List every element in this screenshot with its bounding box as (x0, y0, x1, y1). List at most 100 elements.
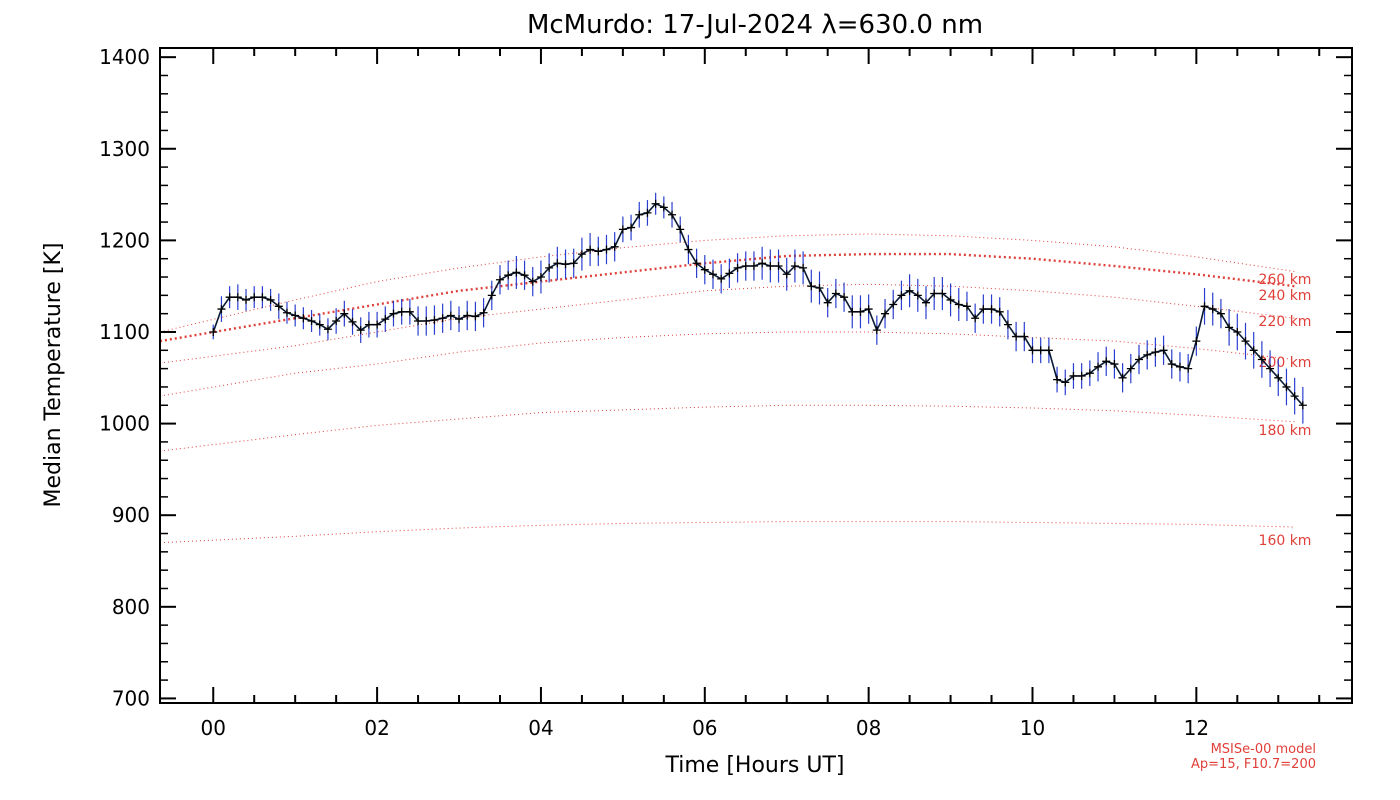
model-note-line1: MSISe-00 model (1211, 742, 1316, 757)
data-point (1175, 362, 1184, 371)
data-point (340, 309, 349, 318)
data-point (807, 282, 816, 291)
data-point (381, 315, 390, 324)
chart-title: McMurdo: 17-Jul-2024 λ=630.0 nm (527, 10, 983, 40)
y-tick-label: 1200 (99, 228, 150, 252)
data-point (684, 245, 693, 254)
data-point (799, 263, 808, 272)
model-curve-label: 220 km (1259, 314, 1312, 330)
data-point (315, 320, 324, 329)
data-point (594, 247, 603, 256)
data-point (741, 262, 750, 271)
data-point (938, 289, 947, 298)
data-point (561, 260, 570, 269)
data-point (962, 302, 971, 311)
x-tick-label: 02 (364, 716, 389, 740)
data-point (995, 307, 1004, 316)
data-point (455, 315, 464, 324)
data-point (651, 199, 660, 208)
data-point (258, 293, 267, 302)
data-point (971, 314, 980, 323)
data-point (553, 259, 562, 268)
data-point (1102, 357, 1111, 366)
model-curve (159, 404, 1295, 452)
data-point (291, 311, 300, 320)
data-point (1110, 360, 1119, 369)
data-point (823, 298, 832, 307)
model-curve-label: 240 km (1259, 288, 1312, 304)
y-tick-label: 800 (112, 595, 150, 619)
data-point (725, 269, 734, 278)
data-point (872, 326, 881, 335)
data-point (1085, 369, 1094, 378)
data-point (463, 311, 472, 320)
data-point (659, 203, 668, 212)
data-point (1167, 360, 1176, 369)
data-point (250, 293, 259, 302)
data-point (1012, 332, 1021, 341)
x-tick-label: 00 (201, 716, 226, 740)
data-point (1282, 382, 1291, 391)
data-point (438, 314, 447, 323)
data-point (233, 293, 242, 302)
data-point (536, 273, 545, 282)
data-point (414, 316, 423, 325)
data-point (225, 293, 234, 302)
y-axis-label: Median Temperature [K] (41, 243, 66, 508)
data-point (766, 262, 775, 271)
data-point (733, 263, 742, 272)
data-point (471, 312, 480, 321)
data-point (586, 245, 595, 254)
data-point (348, 317, 357, 326)
data-point (1274, 373, 1283, 382)
model-note-line2: Ap=15, F10.7=200 (1191, 757, 1316, 772)
data-point (1020, 332, 1029, 341)
data-point (1266, 364, 1275, 373)
x-tick-label: 08 (856, 716, 881, 740)
data-point (282, 308, 291, 317)
x-tick-label: 12 (1184, 716, 1209, 740)
data-point (946, 295, 955, 304)
x-tick-label: 04 (528, 716, 553, 740)
data-point (1094, 362, 1103, 371)
y-tick-label: 1400 (99, 45, 150, 69)
data-point (1036, 346, 1045, 355)
data-point (717, 274, 726, 283)
data-point (397, 307, 406, 316)
data-point (528, 277, 537, 286)
data-point (1003, 320, 1012, 329)
y-tick-label: 1000 (99, 412, 150, 436)
data-point (618, 225, 627, 234)
data-point (905, 286, 914, 295)
data-point (881, 309, 890, 318)
data-point (749, 262, 758, 271)
data-point (758, 259, 767, 268)
data-point (299, 314, 308, 323)
data-point (1143, 350, 1152, 359)
data-point (1077, 371, 1086, 380)
data-point (1126, 364, 1135, 373)
data-point (1151, 348, 1160, 357)
data-point (790, 262, 799, 271)
model-curve-label: 160 km (1259, 533, 1312, 549)
data-point (864, 305, 873, 314)
data-point (815, 284, 824, 293)
data-point (1135, 355, 1143, 364)
data-point (266, 295, 275, 304)
data-point (569, 259, 578, 268)
data-point (610, 242, 619, 251)
data-point (913, 291, 922, 300)
data-point (1028, 346, 1037, 355)
data-point (848, 307, 857, 316)
data-point (1159, 346, 1168, 355)
data-point (364, 320, 373, 329)
data-point (446, 311, 455, 320)
data-point (356, 326, 365, 335)
data-point (856, 307, 865, 316)
y-tick-label: 1300 (99, 137, 150, 161)
model-curve (159, 233, 1295, 333)
data-point (274, 302, 283, 311)
data-point (921, 298, 930, 307)
